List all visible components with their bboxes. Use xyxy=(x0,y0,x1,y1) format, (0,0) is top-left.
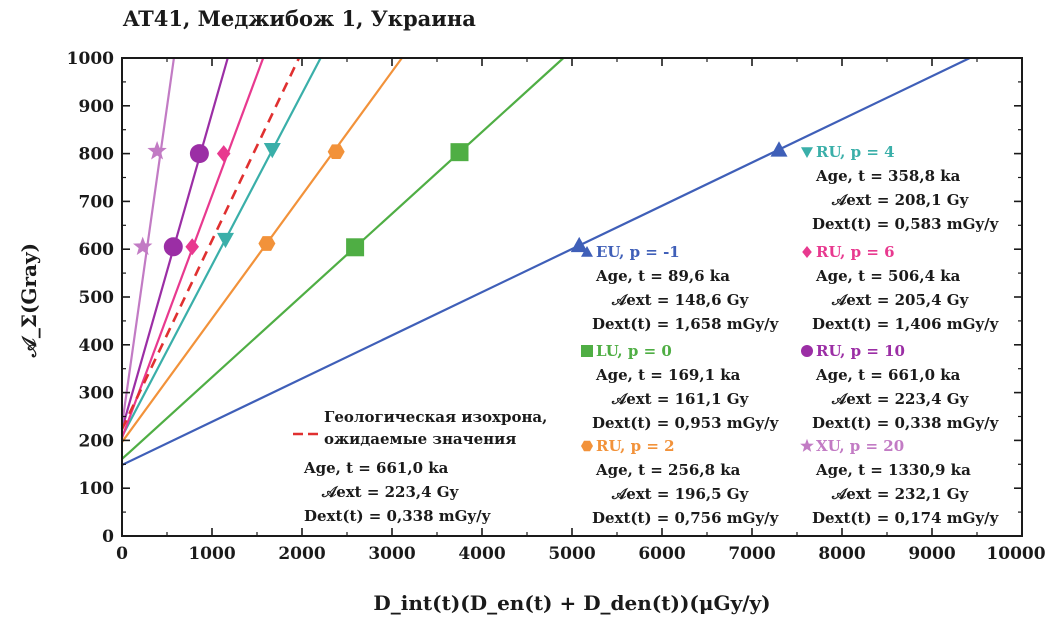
x-tick-label-8: 8000 xyxy=(818,544,865,564)
isochron-line xyxy=(120,57,301,430)
data-point-2-1 xyxy=(327,144,345,160)
isochron-note-line2: ожидаемые значения xyxy=(324,430,516,448)
annotation-head-4: RU, p = 6 xyxy=(816,243,895,261)
annotation-head-2: RU, p = 2 xyxy=(596,437,675,455)
x-tick-label-2: 2000 xyxy=(278,544,325,564)
series-line-1 xyxy=(121,57,565,460)
series-line-3 xyxy=(121,57,322,438)
y-tick-label-9: 900 xyxy=(79,97,115,117)
data-point-1-1 xyxy=(450,143,469,162)
x-tick-label-6: 6000 xyxy=(638,544,685,564)
data-point-4-0 xyxy=(185,238,199,256)
annotation-head-0: EU, p = -1 xyxy=(596,243,680,261)
annotation-dext-0: Dext(t) = 1,658 mGy/y xyxy=(592,315,780,333)
annotation-2: RU, p = 2 Age, t = 256,8 ka 𝒜ext = 196,5 G… xyxy=(581,437,780,527)
annotation-aext-4: 𝒜ext = 205,4 Gy xyxy=(831,291,970,309)
y-tick-label-6: 600 xyxy=(79,240,115,260)
x-tick-label-5: 5000 xyxy=(548,544,595,564)
y-tick-label-4: 400 xyxy=(79,336,115,356)
annotation-dext-5: Dext(t) = 0,338 mGy/y xyxy=(812,414,1000,432)
annotation-age-2: Age, t = 256,8 ka xyxy=(595,461,741,479)
annotation-dext-4: Dext(t) = 1,406 mGy/y xyxy=(812,315,1000,333)
annotation-head-1: LU, p = 0 xyxy=(596,342,672,360)
isochron-note-dext: Dext(t) = 0,338 mGy/y xyxy=(304,507,492,525)
annotation-3: RU, p = 4 Age, t = 358,8 ka 𝒜ext = 208,1 G… xyxy=(801,143,1000,233)
annotation-age-4: Age, t = 506,4 ka xyxy=(815,267,961,285)
x-tick-label-1: 1000 xyxy=(188,544,235,564)
annotation-age-0: Age, t = 89,6 ka xyxy=(595,267,730,285)
annotation-marker-3 xyxy=(801,147,813,158)
annotations: EU, p = -1 Age, t = 89,6 ka 𝒜ext = 148,6 G… xyxy=(293,143,1000,527)
y-axis-label: 𝒜_Σ(Gray) xyxy=(17,243,41,358)
annotation-dext-1: Dext(t) = 0,953 mGy/y xyxy=(592,414,780,432)
annotation-dext-3: Dext(t) = 0,583 mGy/y xyxy=(812,215,1000,233)
axis-ticks: 0 1000 2000 3000 4000 5000 6000 7000 8000 9000 100… xyxy=(67,49,1046,564)
data-point-3-1 xyxy=(263,142,281,159)
annotation-aext-5: 𝒜ext = 223,4 Gy xyxy=(831,390,970,408)
annotation-5: RU, p = 10 Age, t = 661,0 ka 𝒜ext = 223,4 … xyxy=(801,342,1000,432)
annotation-aext-2: 𝒜ext = 196,5 Gy xyxy=(611,485,750,503)
chart-title: AT41, Меджибож 1, Украина xyxy=(123,6,476,31)
x-tick-label-9: 9000 xyxy=(908,544,955,564)
series-line-6 xyxy=(120,57,176,426)
x-axis-label: D_int(t)(D_en(t) + D_den(t))(μGy/y) xyxy=(373,591,770,615)
isochron-note-age: Age, t = 661,0 ka xyxy=(303,459,449,477)
annotation-dext-2: Dext(t) = 0,756 mGy/y xyxy=(592,509,780,527)
series-line-2 xyxy=(121,57,403,443)
x-tick-label-4: 4000 xyxy=(458,544,505,564)
series-line-0 xyxy=(121,57,971,466)
annotation-marker-0 xyxy=(581,246,593,257)
data-point-2-0 xyxy=(258,236,276,251)
y-tick-label-10: 1000 xyxy=(67,49,114,69)
data-point-3-0 xyxy=(217,232,234,249)
annotation-marker-1 xyxy=(581,345,593,357)
annotation-aext-3: 𝒜ext = 208,1 Gy xyxy=(831,191,970,209)
annotation-aext-6: 𝒜ext = 232,1 Gy xyxy=(831,485,970,503)
annotation-head-5: RU, p = 10 xyxy=(816,342,905,360)
isochron-note-aext: 𝒜ext = 223,4 Gy xyxy=(321,483,460,501)
x-tick-label-0: 0 xyxy=(116,544,128,564)
annotation-marker-6 xyxy=(800,438,814,452)
data-point-5-0 xyxy=(163,237,183,257)
annotation-age-3: Age, t = 358,8 ka xyxy=(815,167,961,185)
x-tick-label-3: 3000 xyxy=(368,544,415,564)
x-tick-label-10: 10000 xyxy=(986,544,1045,564)
annotation-aext-1: 𝒜ext = 161,1 Gy xyxy=(611,390,750,408)
annotation-1: LU, p = 0 Age, t = 169,1 ka 𝒜ext = 161,1 G… xyxy=(581,342,780,432)
data-point-0-1 xyxy=(770,141,788,157)
series-lines xyxy=(120,57,971,466)
y-tick-label-1: 100 xyxy=(79,479,115,499)
annotation-age-6: Age, t = 1330,9 ka xyxy=(815,461,971,479)
y-tick-label-2: 200 xyxy=(79,431,115,451)
annotation-dext-6: Dext(t) = 0,174 mGy/y xyxy=(812,509,1000,527)
annotation-aext-0: 𝒜ext = 148,6 Gy xyxy=(611,291,750,309)
y-tick-label-7: 700 xyxy=(79,192,115,212)
annotation-head-3: RU, p = 4 xyxy=(816,143,895,161)
annotation-marker-2 xyxy=(581,440,593,452)
isochron-note: Геологическая изохрона, ожидаемые значени… xyxy=(293,408,547,525)
annotation-0: EU, p = -1 Age, t = 89,6 ka 𝒜ext = 148,6 G… xyxy=(581,243,780,333)
x-tick-label-7: 7000 xyxy=(728,544,775,564)
y-tick-label-5: 500 xyxy=(79,288,115,308)
data-point-0-0 xyxy=(570,236,588,253)
series-markers xyxy=(132,141,788,257)
data-point-4-1 xyxy=(216,145,231,163)
annotation-age-1: Age, t = 169,1 ka xyxy=(595,366,741,384)
y-tick-label-0: 0 xyxy=(102,527,114,547)
isochron-note-line1: Геологическая изохрона, xyxy=(324,408,547,426)
annotation-marker-5 xyxy=(801,345,813,357)
annotation-head-6: XU, p = 20 xyxy=(816,437,904,455)
data-point-5-1 xyxy=(189,144,209,164)
annotation-4: RU, p = 6 Age, t = 506,4 ka 𝒜ext = 205,4 G… xyxy=(802,243,1000,333)
data-point-6-0 xyxy=(132,236,153,256)
annotation-age-5: Age, t = 661,0 ka xyxy=(815,366,961,384)
annotation-marker-4 xyxy=(802,246,812,258)
data-point-1-0 xyxy=(346,238,365,257)
y-tick-label-8: 800 xyxy=(79,145,115,165)
data-point-6-1 xyxy=(147,141,167,160)
y-tick-label-3: 300 xyxy=(79,384,115,404)
annotation-6: XU, p = 20 Age, t = 1330,9 ka 𝒜ext = 232,1… xyxy=(800,437,1000,527)
